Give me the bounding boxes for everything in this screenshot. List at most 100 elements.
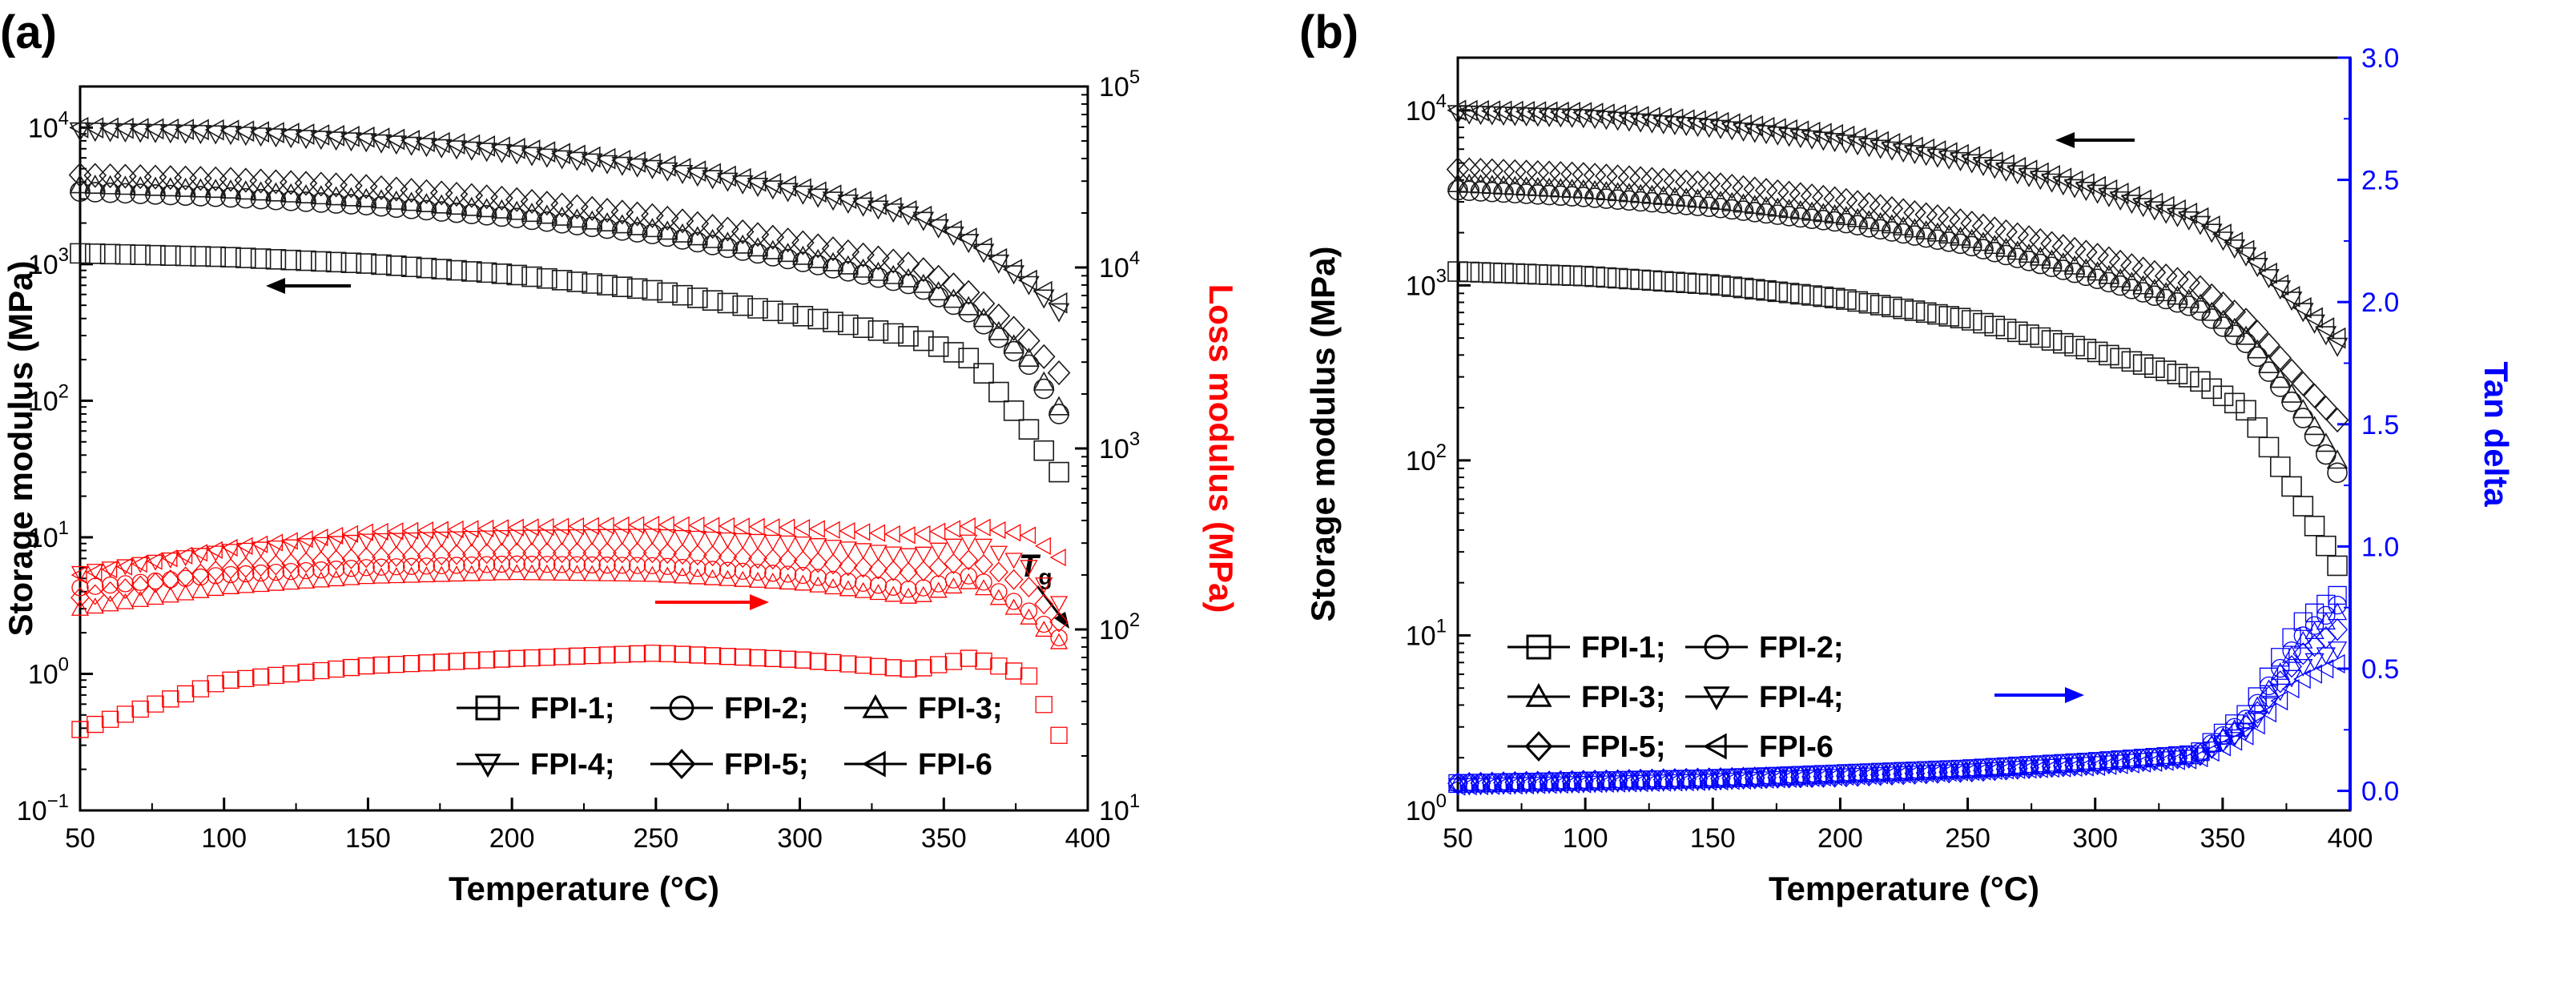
- data-point: [1687, 188, 1709, 208]
- data-point: [1560, 102, 1581, 123]
- data-point: [356, 253, 377, 274]
- data-point: [1048, 396, 1070, 416]
- data-point: [734, 533, 752, 549]
- data-point: [1596, 769, 1617, 793]
- legend-item: FPI-3;: [844, 692, 1003, 726]
- data-point: [220, 247, 241, 268]
- data-point: [476, 262, 497, 283]
- x-tick-label: 400: [2328, 823, 2373, 854]
- data-point: [252, 576, 270, 593]
- data-point: [1801, 767, 1820, 787]
- data-point: [942, 272, 965, 298]
- data-point: [1017, 328, 1040, 354]
- data-point: [868, 558, 888, 580]
- data-point: [2007, 759, 2026, 779]
- data-point: [2177, 270, 2200, 296]
- data-point: [385, 135, 408, 155]
- data-point: [235, 180, 257, 200]
- data-point: [1049, 548, 1066, 567]
- data-point: [86, 597, 104, 614]
- data-point: [312, 571, 330, 588]
- data-point: [115, 243, 136, 265]
- data-point: [84, 123, 107, 143]
- data-point: [1048, 303, 1070, 323]
- y2-tick-label: 102: [1099, 609, 1140, 645]
- data-point: [2006, 757, 2028, 780]
- data-point: [159, 124, 182, 144]
- data-point: [160, 245, 181, 266]
- data-point: [2224, 231, 2244, 254]
- data-point: [958, 302, 980, 323]
- data-point: [2327, 462, 2348, 484]
- data-point: [340, 132, 362, 152]
- data-point: [839, 521, 855, 541]
- data-point: [159, 118, 179, 140]
- data-point: [1630, 269, 1651, 291]
- data-point: [777, 183, 799, 203]
- data-point: [674, 558, 691, 577]
- data-point: [1664, 108, 1684, 131]
- data-point: [99, 163, 122, 189]
- data-point: [191, 563, 211, 585]
- data-point: [234, 167, 258, 193]
- data-point: [114, 117, 134, 139]
- data-point: [779, 650, 797, 668]
- data-point: [294, 171, 318, 196]
- data-point: [99, 123, 121, 143]
- data-point: [626, 215, 648, 235]
- data-point: [1779, 768, 1797, 788]
- data-point: [1469, 99, 1489, 122]
- data-point: [2189, 293, 2212, 313]
- data-point: [355, 187, 377, 207]
- data-point: [1549, 108, 1572, 128]
- data-point: [598, 529, 617, 545]
- series-fpi-6-storage: [1447, 99, 2346, 349]
- data-point: [447, 531, 466, 548]
- data-point: [2257, 262, 2277, 284]
- legend-marker: [474, 754, 501, 778]
- data-point: [416, 138, 437, 158]
- data-point: [731, 175, 754, 195]
- y-tick-label-exp: 0: [58, 653, 69, 675]
- data-point: [838, 555, 858, 577]
- data-point: [643, 515, 660, 534]
- data-point: [1048, 291, 1068, 314]
- data-point: [191, 568, 210, 586]
- data-point: [1812, 123, 1832, 145]
- data-point: [1892, 135, 1912, 156]
- data-point: [854, 581, 872, 598]
- data-point: [1938, 760, 1960, 784]
- data-point: [2075, 258, 2097, 278]
- data-point: [2258, 353, 2280, 373]
- data-point: [327, 561, 345, 578]
- data-point: [2064, 336, 2085, 357]
- data-point: [1754, 178, 1778, 203]
- data-point: [2327, 555, 2348, 577]
- data-point: [1756, 769, 1774, 789]
- legend-label: FPI-2;: [1759, 631, 1844, 665]
- data-point: [2122, 754, 2139, 774]
- data-point: [642, 542, 662, 564]
- data-point: [174, 165, 197, 191]
- data-point: [628, 565, 646, 582]
- data-point: [1017, 269, 1037, 291]
- data-point: [2248, 696, 2268, 714]
- data-point: [550, 192, 574, 218]
- data-point: [702, 170, 723, 190]
- legend-marker: [1526, 634, 1552, 660]
- data-point: [2224, 722, 2245, 745]
- data-point: [372, 533, 391, 549]
- data-point: [583, 646, 601, 665]
- data-point: [2144, 285, 2165, 307]
- data-point: [568, 565, 586, 581]
- data-point: [340, 252, 362, 273]
- data-point: [2006, 321, 2028, 343]
- data-point: [115, 175, 136, 195]
- data-point: [1813, 766, 1831, 787]
- data-point: [461, 141, 483, 161]
- data-point: [2280, 383, 2303, 403]
- y-tick-label: 101: [28, 517, 69, 553]
- data-point: [1892, 215, 1914, 235]
- data-point: [372, 656, 390, 674]
- y-tick-label: 102: [1406, 440, 1447, 476]
